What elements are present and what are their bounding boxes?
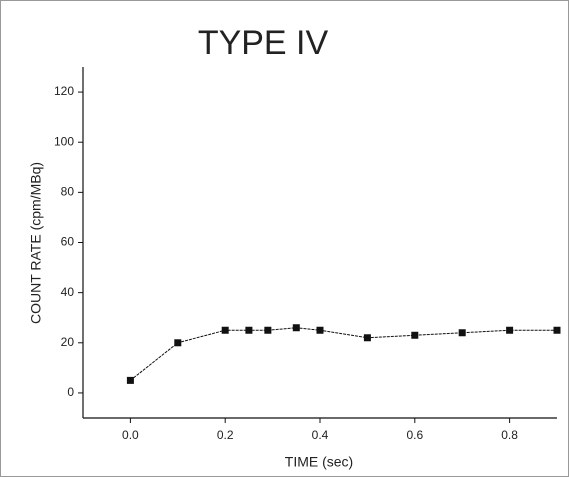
series-line <box>130 327 557 381</box>
point <box>363 334 371 342</box>
x-axis-label: TIME (sec) <box>285 454 353 470</box>
point <box>316 326 324 334</box>
y-tick-label: 100 <box>54 134 74 148</box>
chart-title: TYPE IV <box>198 24 329 62</box>
y-tick-label: 20 <box>61 335 75 349</box>
point <box>553 326 561 334</box>
y-tick-label: 80 <box>61 185 75 199</box>
y-tick-label: 40 <box>61 285 75 299</box>
point <box>458 329 466 337</box>
x-tick-label: 0.6 <box>406 428 423 442</box>
y-axis-label: COUNT RATE (cpm/MBq) <box>28 162 44 324</box>
point <box>126 376 134 384</box>
x-tick-label: 0.8 <box>501 428 518 442</box>
x-tick-label: 0.2 <box>217 428 234 442</box>
point <box>245 326 253 334</box>
point <box>174 339 182 347</box>
point <box>221 326 229 334</box>
x-tick-label: 0.4 <box>312 428 329 442</box>
point <box>506 326 514 334</box>
y-tick-label: 120 <box>54 84 74 98</box>
point <box>264 326 272 334</box>
x-tick-label: 0.0 <box>122 428 139 442</box>
y-tick-label: 0 <box>67 385 74 399</box>
point <box>411 331 419 339</box>
point <box>292 324 300 332</box>
y-tick-label: 60 <box>61 235 75 249</box>
